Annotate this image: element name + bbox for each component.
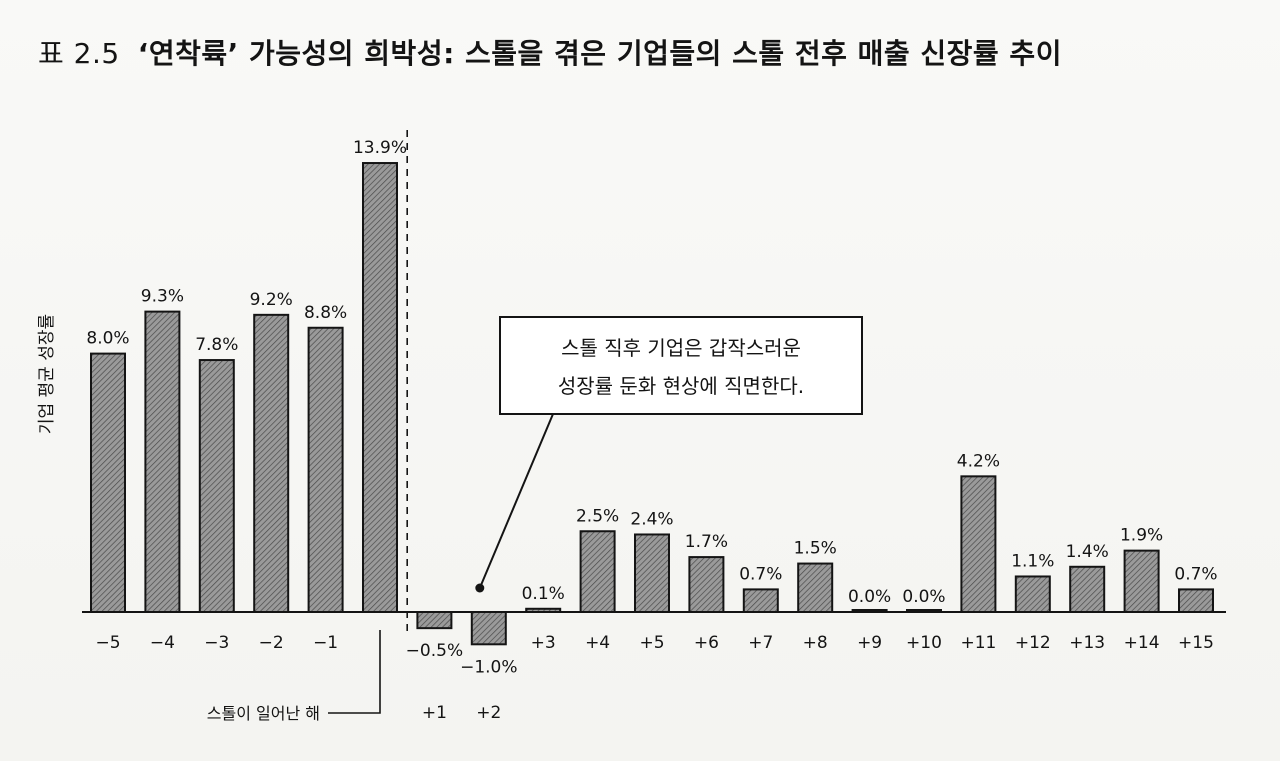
x-tick-label: +10 <box>906 633 942 653</box>
bar <box>797 562 834 613</box>
x-tick-label: +13 <box>1069 633 1105 653</box>
x-tick-label: +11 <box>960 633 996 653</box>
x-tick-label: +1 <box>422 703 447 723</box>
bar-value-label: 13.9% <box>353 138 407 158</box>
x-tick-label: −5 <box>95 633 120 653</box>
callout-text-line-2: 성장률 둔화 현상에 직면한다. <box>558 374 804 398</box>
bar-value-label: 2.5% <box>576 506 619 526</box>
x-tick-label: −4 <box>150 633 175 653</box>
x-tick-labels-layer: −5 −4 −3 −2 −1 +1 +2 +3 +4 +5 +6 +7 +8 +9 +10 +11 +12 +13… <box>95 633 1213 723</box>
bar <box>253 313 290 613</box>
bar <box>742 588 779 614</box>
bar <box>634 533 670 613</box>
bar <box>1014 575 1051 613</box>
value-labels-layer: 8.0% 9.3% 7.8% 9.2% 8.8% 13.9% −0.5%−1.0% 0.1% 2… <box>86 138 1217 677</box>
callout-text-line-1: 스톨 직후 기업은 갑작스러운 <box>561 336 801 360</box>
bar <box>362 162 398 613</box>
x-tick-label: −2 <box>259 633 284 653</box>
x-tick-label: +3 <box>531 633 556 653</box>
bar <box>416 611 453 630</box>
bar <box>1178 588 1214 614</box>
bar-value-label: 8.0% <box>86 329 129 349</box>
bar-value-label: −0.5% <box>406 641 463 661</box>
x-tick-label: +6 <box>694 633 719 653</box>
chart-title-prefix: 표 2.5 <box>38 37 120 70</box>
x-tick-label: −3 <box>204 633 229 653</box>
bar <box>579 530 616 613</box>
x-tick-label: +15 <box>1178 633 1214 653</box>
bar <box>1069 565 1106 614</box>
callout-pointer-line <box>478 413 554 589</box>
bar-value-label: 1.4% <box>1066 542 1109 562</box>
bar-value-label: −1.0% <box>460 657 517 677</box>
bar-value-label: 1.1% <box>1011 551 1054 571</box>
chart-title-text: ‘연착륙’ 가능성의 희박성: 스톨을 겪은 기업들의 스톨 전후 매출 신장률… <box>137 37 1062 70</box>
x-tick-label: +4 <box>585 633 610 653</box>
stall-year-marker: 스톨이 일어난 해 <box>207 630 381 723</box>
bar-value-label: 0.1% <box>522 584 565 604</box>
bar-value-label: 2.4% <box>630 509 673 529</box>
bar <box>470 611 507 646</box>
bar-value-label: 0.7% <box>1174 564 1217 584</box>
bar-value-label: 0.7% <box>739 564 782 584</box>
stall-year-label: 스톨이 일어난 해 <box>207 704 320 723</box>
bar-value-label: 7.8% <box>195 335 238 355</box>
bar-value-label: 4.2% <box>957 451 1000 471</box>
stall-year-bracket <box>328 630 381 714</box>
callout-annotation: 스톨 직후 기업은 갑작스러운 성장률 둔화 현상에 직면한다. <box>475 316 863 593</box>
bar-value-label: 1.7% <box>685 532 728 552</box>
bar <box>198 359 235 613</box>
bar-value-label: 1.9% <box>1120 526 1163 546</box>
bar <box>90 352 126 613</box>
x-tick-label: −1 <box>313 633 338 653</box>
bar <box>688 556 725 614</box>
x-tick-label: +8 <box>803 633 828 653</box>
x-tick-label: +9 <box>857 633 882 653</box>
chart-title: 표 2.5 ‘연착륙’ 가능성의 희박성: 스톨을 겪은 기업들의 스톨 전후 매… <box>38 32 1062 72</box>
x-tick-label: +7 <box>748 633 773 653</box>
callout-pointer-dot <box>475 583 485 593</box>
x-tick-label: +14 <box>1124 633 1160 653</box>
bar <box>960 475 997 613</box>
bar-value-label: 8.8% <box>304 303 347 323</box>
bar <box>307 326 344 613</box>
bar-value-label: 0.0% <box>848 587 891 607</box>
x-tick-label: +12 <box>1015 633 1051 653</box>
bar-value-label: 9.2% <box>250 290 293 310</box>
bar-value-label: 1.5% <box>794 539 837 559</box>
bar <box>144 310 181 613</box>
y-axis-label: 기업 평균 성장률 <box>37 314 57 434</box>
callout-box <box>499 316 863 415</box>
bars-layer <box>90 162 1214 646</box>
bar-value-label: 0.0% <box>902 587 945 607</box>
x-tick-label: +5 <box>639 633 664 653</box>
bar <box>1123 549 1160 614</box>
x-tick-label: +2 <box>476 703 501 723</box>
bar-value-label: 9.3% <box>141 287 184 307</box>
